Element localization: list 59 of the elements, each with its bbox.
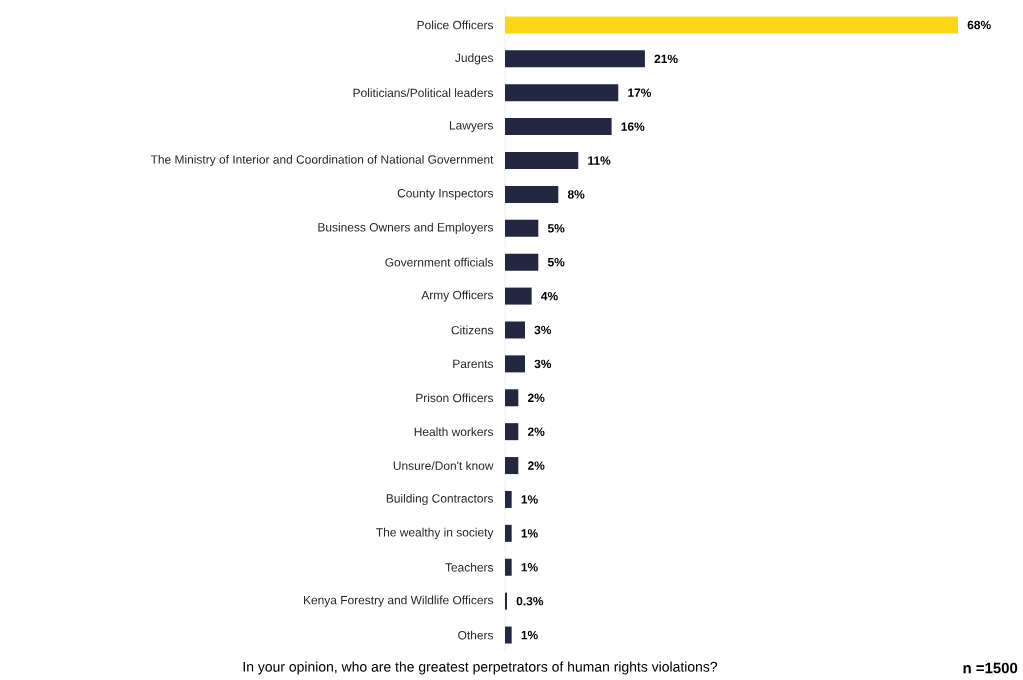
bar [505,321,525,339]
y-tick-label: Building Contractors [386,493,494,506]
data-label: 2% [527,461,545,470]
bar [505,287,532,305]
bar [505,389,519,407]
y-tick-label: County Inspectors [397,189,494,200]
y-tick-label: Police Officers [417,20,494,30]
y-tick-label: Kenya Forestry and Wildlife Officers [304,595,494,607]
y-tick-label: Government officials [385,257,494,267]
data-label: 8% [567,190,585,199]
y-tick-label: Prison Officers [416,393,494,403]
data-label: 1% [521,529,538,538]
data-label: 1% [521,630,538,640]
bar [505,423,519,441]
data-label: 0.3% [516,596,544,606]
data-label: 4% [541,291,558,301]
bar [505,84,619,102]
text: In your opinion, who are the greatest perpetrators of human rights violations? [243,661,718,675]
bar [505,50,645,68]
y-tick-label: Health workers [414,427,494,437]
data-label: 2% [527,393,545,402]
data-label: 11% [588,156,611,165]
data-label: 5% [547,257,565,267]
y-tick-label: Parents [453,359,494,369]
y-tick-label: Others [458,630,494,640]
bar [505,592,508,610]
data-label: 68% [967,20,991,30]
y-tick-label: The wealthy in society [376,527,494,539]
y-tick-label: Citizens [451,325,494,335]
data-label: 2% [527,427,545,436]
data-label: 5% [547,224,565,233]
data-label: 3% [534,325,552,335]
bar [505,185,559,203]
data-label: 1% [521,495,538,504]
bar [505,16,959,34]
bar [505,355,525,373]
data-label: 21% [654,54,678,64]
y-tick-label: Politicians/Political leaders [353,88,494,98]
y-tick-label: Judges [455,53,494,65]
data-label: 17% [628,88,652,97]
bar [505,152,579,170]
bar [505,558,512,576]
y-tick-label: The Ministry of Interior and Coordination of National Government [150,154,494,167]
y-tick-label: Unsure/Don't know [393,461,494,470]
bar [505,457,519,475]
y-tick-label: Business Owners and Employers [318,222,494,234]
data-label: 3% [534,359,552,369]
bar [505,118,612,136]
data-label: 1% [521,563,538,572]
bar [505,253,539,271]
bar [505,626,512,644]
bar [505,490,512,508]
data-label: 16% [621,122,645,131]
y-tick-label: Teachers [445,562,494,572]
y-tick-label: Lawyers [449,121,494,132]
bar [505,219,539,237]
text: n =1500 [963,662,1018,674]
y-tick-label: Army Officers [421,290,494,302]
bar [505,524,512,542]
